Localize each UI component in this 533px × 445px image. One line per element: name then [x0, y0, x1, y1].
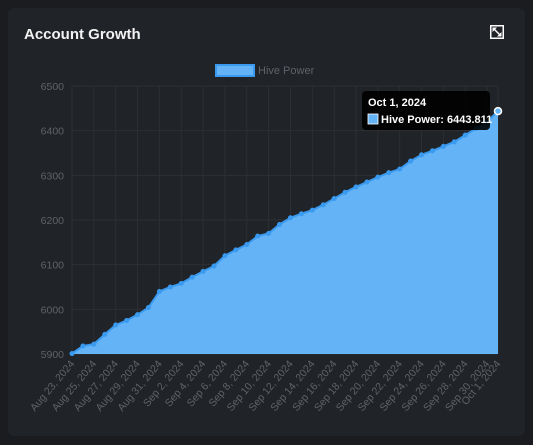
data-point[interactable]: [233, 247, 239, 253]
data-point[interactable]: [222, 253, 228, 259]
legend-swatch: [215, 64, 255, 77]
tooltip: Oct 1, 2024 Hive Power: 6443.811: [362, 91, 492, 130]
data-point[interactable]: [124, 317, 130, 324]
data-point[interactable]: [276, 221, 283, 228]
legend-label: Hive Power: [258, 65, 315, 77]
data-point[interactable]: [244, 242, 250, 248]
series-line: [71, 110, 499, 355]
expand-icon[interactable]: [490, 25, 504, 39]
data-point[interactable]: [134, 312, 141, 318]
data-point[interactable]: [309, 207, 315, 213]
data-point[interactable]: [397, 166, 403, 172]
y-tick-label: 6000: [41, 304, 65, 316]
data-point[interactable]: [200, 268, 206, 274]
data-point[interactable]: [429, 148, 436, 154]
data-point[interactable]: [287, 215, 294, 221]
data-point[interactable]: [91, 341, 97, 347]
data-point[interactable]: [462, 132, 468, 138]
tooltip-box: [362, 91, 490, 130]
y-tick-label: 5900: [41, 349, 65, 361]
data-point[interactable]: [178, 280, 184, 286]
data-point[interactable]: [69, 351, 75, 357]
card-title: Account Growth: [24, 26, 141, 43]
data-point[interactable]: [408, 158, 414, 164]
area-fill: [72, 111, 498, 355]
y-tick-label: 6300: [41, 170, 65, 182]
data-point[interactable]: [145, 304, 152, 311]
data-point[interactable]: [386, 170, 392, 176]
data-point[interactable]: [451, 139, 457, 145]
y-axis-ticks: 5900 6000 6100 6200 6300 6400 6500: [41, 81, 65, 361]
tooltip-value: Hive Power: 6443.811: [381, 114, 492, 126]
data-point[interactable]: [320, 202, 326, 208]
data-point[interactable]: [80, 343, 86, 349]
data-point[interactable]: [493, 106, 503, 116]
tooltip-swatch: [367, 113, 379, 125]
y-tick-label: 6200: [41, 215, 65, 227]
data-point[interactable]: [189, 274, 195, 280]
data-point[interactable]: [418, 152, 425, 158]
data-point[interactable]: [255, 233, 261, 239]
data-point[interactable]: [342, 189, 348, 195]
data-point[interactable]: [440, 143, 446, 149]
data-point[interactable]: [266, 230, 272, 236]
y-tick-label: 6400: [41, 126, 65, 138]
data-point[interactable]: [156, 288, 162, 295]
area-series: [71, 110, 499, 355]
legend[interactable]: Hive Power: [215, 64, 315, 77]
data-point[interactable]: [331, 196, 337, 202]
data-point[interactable]: [102, 331, 108, 337]
data-points: [69, 106, 503, 357]
data-point[interactable]: [211, 263, 217, 269]
data-point[interactable]: [353, 184, 359, 190]
tooltip-title: Oct 1, 2024: [368, 97, 427, 109]
data-point[interactable]: [167, 284, 173, 290]
y-tick-label: 6500: [41, 81, 65, 93]
data-point[interactable]: [375, 174, 381, 180]
data-point[interactable]: [364, 179, 370, 185]
y-tick-label: 6100: [41, 260, 65, 272]
data-point[interactable]: [113, 322, 119, 328]
data-point[interactable]: [298, 211, 304, 217]
